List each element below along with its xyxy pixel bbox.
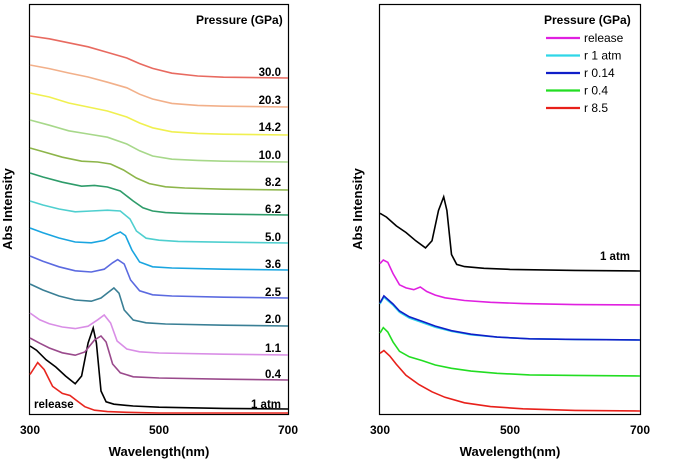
left-plot-frame (28, 3, 290, 416)
left-series-label-release: release (34, 399, 74, 411)
left-series-label-14-2: 14.2 (259, 122, 281, 134)
right-yaxis-title: Abs Intensity (350, 167, 365, 249)
left-series-line-1-atm (29, 324, 289, 410)
left-series-label-6-2: 6.2 (265, 204, 281, 216)
left-panel: release 1 atm 0.4 1.1 2.0 2.5 3.6 5.0 6.2 8.2 10.0… (0, 3, 298, 459)
right-xtick-300: 300 (370, 423, 390, 437)
legend-label-r-8-5: r 8.5 (584, 101, 608, 115)
right-legend-title: Pressure (GPa) (544, 13, 631, 27)
left-series-label-10-0: 10.0 (259, 150, 281, 162)
left-series-label-30-0: 30.0 (259, 67, 281, 79)
left-series-label-0-4: 0.4 (265, 369, 282, 381)
legend-label-release: release (584, 31, 624, 45)
left-series-label-1-1: 1.1 (265, 343, 282, 355)
left-series-label-2-5: 2.5 (265, 287, 282, 299)
legend-label-r-0-14: r 0.14 (584, 66, 615, 80)
legend-label-r-0-4: r 0.4 (584, 84, 608, 98)
left-series-line-30-0 (29, 35, 289, 79)
left-series-line-3-6 (29, 227, 289, 271)
left-series-line-8-2 (29, 147, 289, 191)
left-series-line-10-0 (29, 119, 289, 163)
left-series-line-20-3 (29, 64, 289, 108)
left-series-line-2-5 (29, 255, 289, 299)
left-series-line-14-2 (29, 92, 289, 136)
left-series-line-release (29, 361, 288, 414)
right-series-line-r-8-5 (379, 349, 641, 412)
left-series-line-5-0 (29, 200, 289, 244)
left-series-label-3-6: 3.6 (265, 259, 281, 271)
right-xaxis-title: Wavelength(nm) (460, 444, 561, 459)
left-xtick-500: 500 (149, 423, 169, 437)
right-panel: 1 atm Pressure (GPa) release r 1 atm r 0.1… (350, 3, 650, 459)
left-legend-title: Pressure (GPa) (196, 13, 283, 27)
left-series-label-8-2: 8.2 (265, 177, 281, 189)
right-series-label-1-atm: 1 atm (600, 251, 630, 263)
right-xtick-700: 700 (630, 423, 650, 437)
right-plot-frame (378, 3, 642, 416)
left-series-label-20-3: 20.3 (259, 95, 281, 107)
right-legend: Pressure (GPa) release r 1 atm r 0.14 r 0.4… (544, 13, 631, 115)
left-xaxis-title: Wavelength(nm) (109, 444, 210, 459)
left-xtick-700: 700 (278, 423, 298, 437)
legend-label-r-1-atm: r 1 atm (584, 49, 621, 63)
right-series-line-1-atm (379, 194, 641, 272)
left-series-label-5-0: 5.0 (265, 232, 281, 244)
left-series-line-1-1 (29, 312, 289, 356)
right-series-line-r-0-14 (379, 294, 641, 341)
left-series-label-2-0: 2.0 (265, 314, 281, 326)
left-series-line-2-0 (29, 283, 289, 327)
left-series-label-1-atm: 1 atm (251, 399, 281, 411)
left-series-line-6-2 (29, 172, 289, 216)
right-xtick-500: 500 (500, 423, 520, 437)
left-xtick-300: 300 (20, 423, 40, 437)
left-series-line-0-4 (29, 334, 289, 381)
right-series-line-r-0-4 (379, 326, 641, 377)
right-series-line-release (379, 259, 641, 306)
left-yaxis-title: Abs Intensity (0, 167, 15, 249)
